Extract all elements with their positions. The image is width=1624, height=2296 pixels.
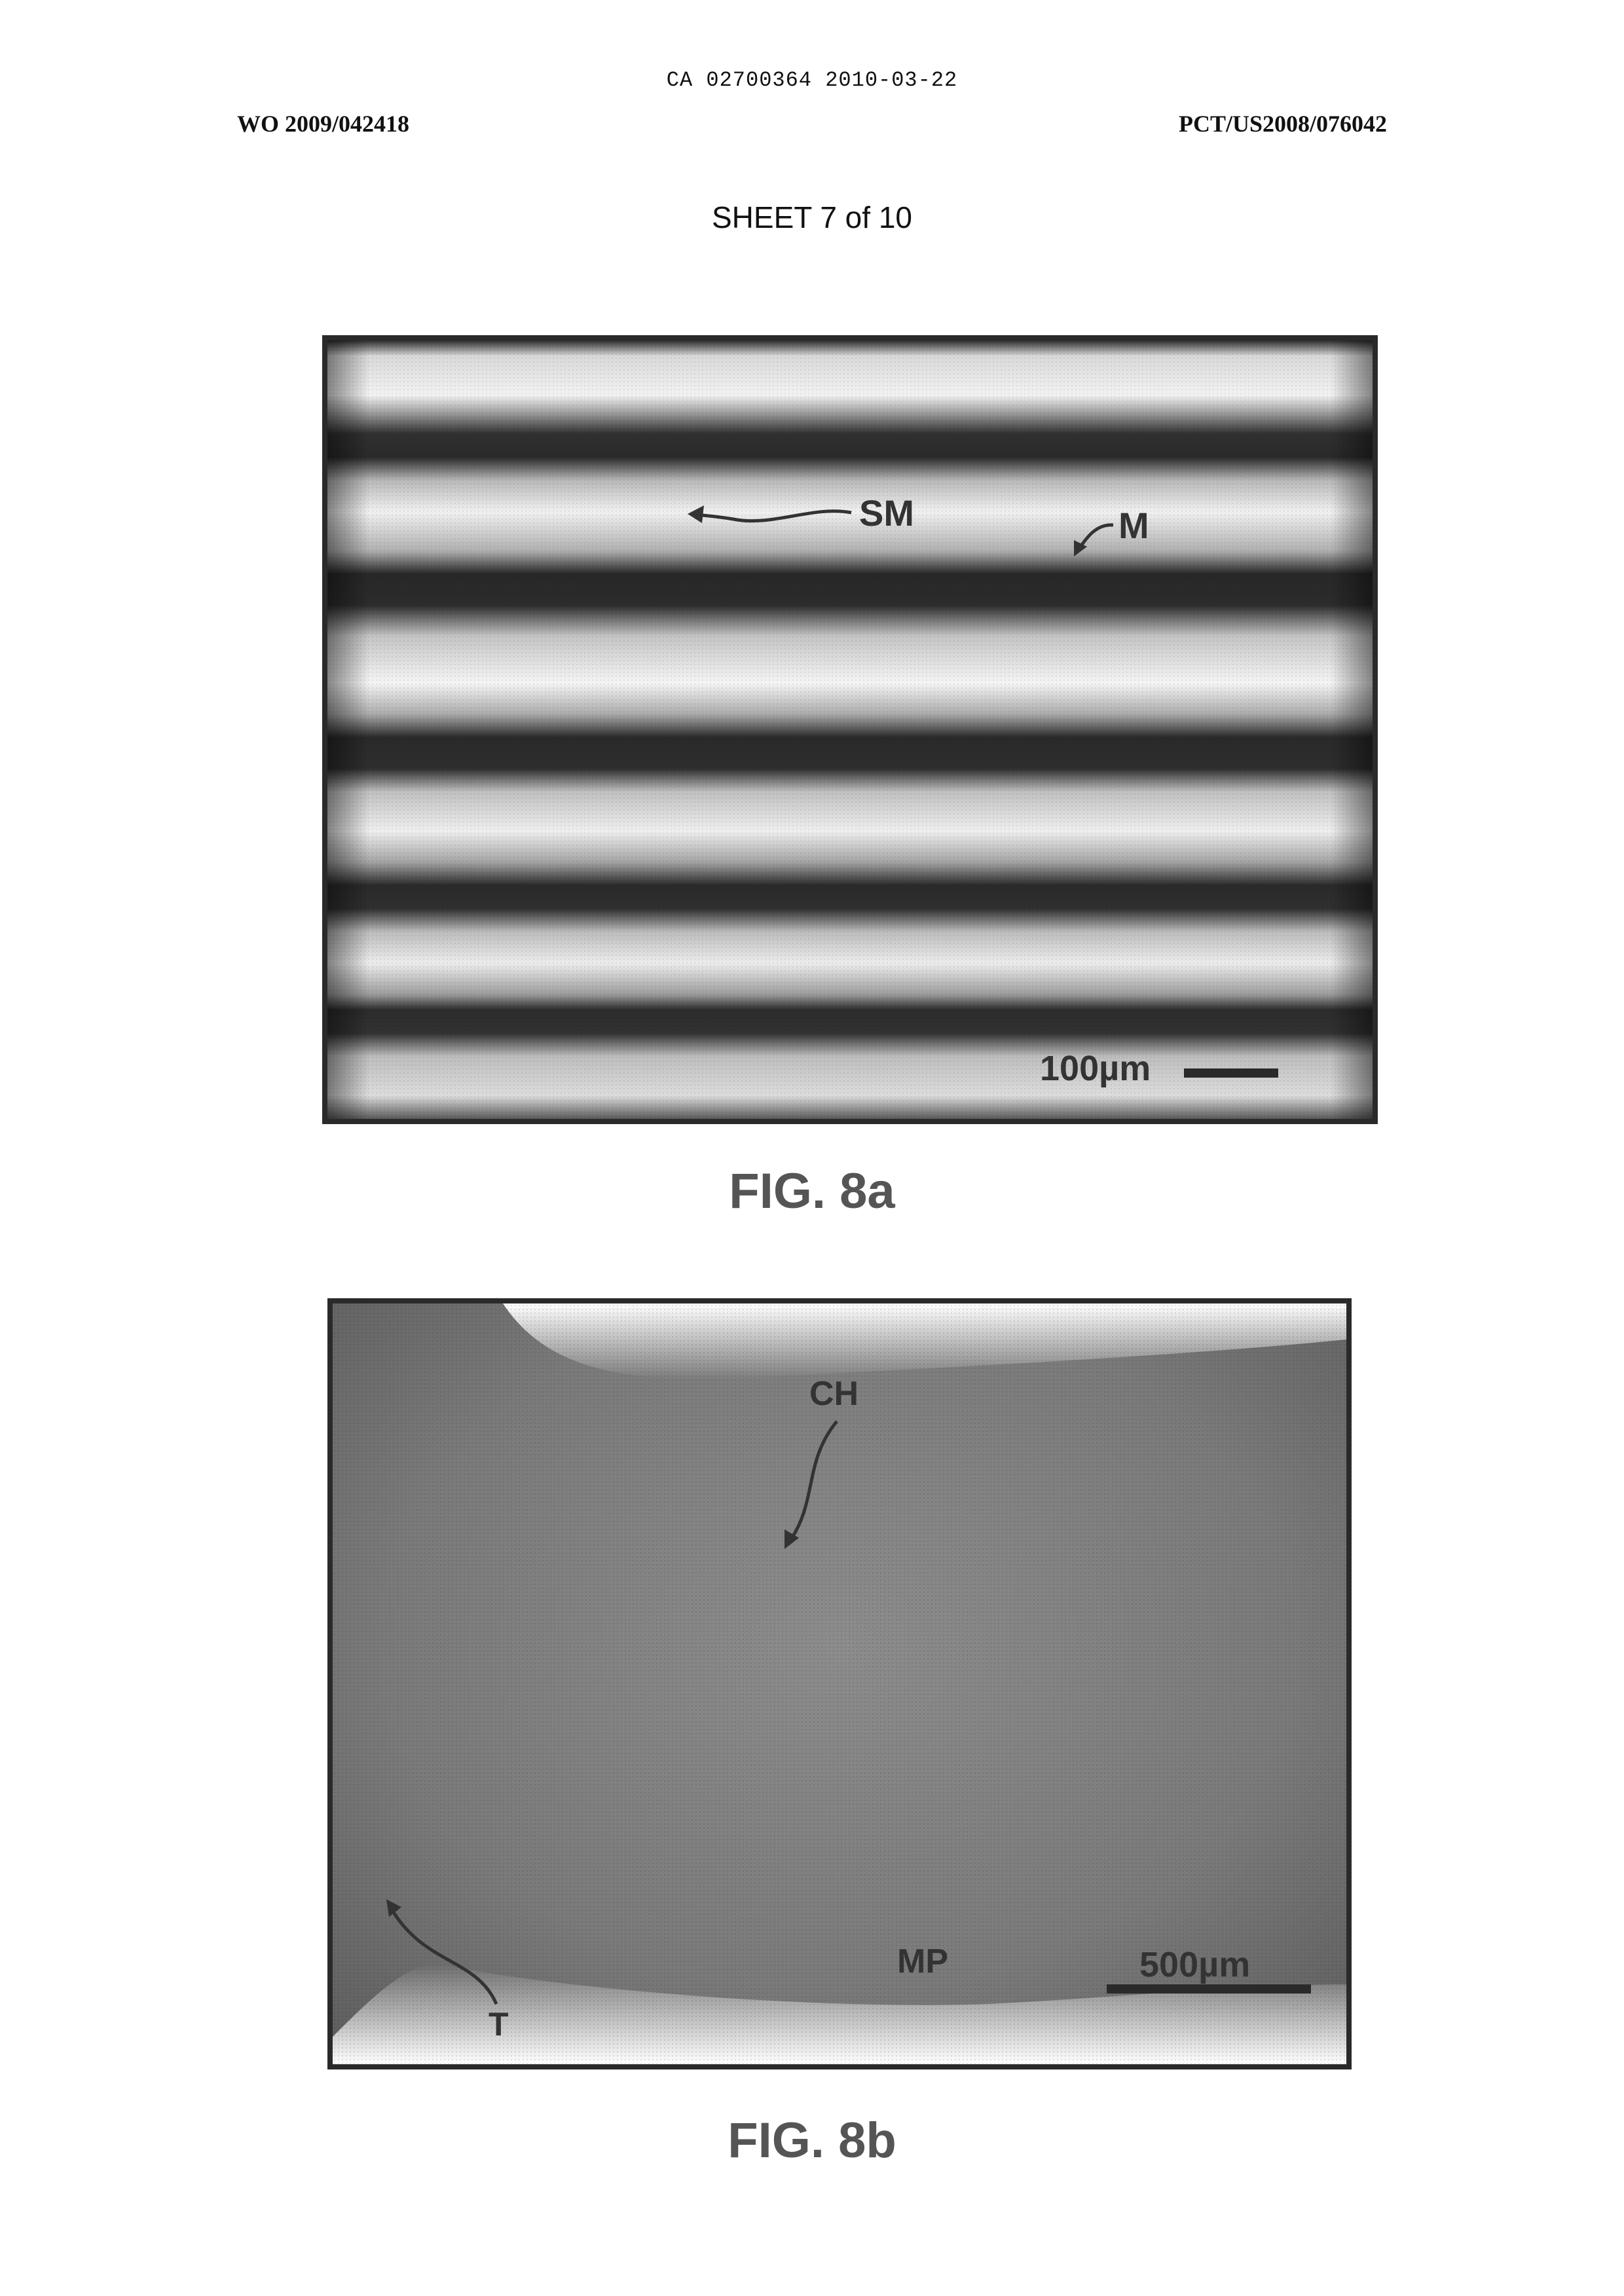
scale-bar-label-100um: 100µm	[1040, 1049, 1151, 1088]
label-t: T	[489, 2006, 509, 2043]
label-ch: CH	[809, 1375, 858, 1413]
scale-bar-100um	[1184, 1068, 1278, 1078]
figure-8b-caption: FIG. 8b	[0, 2112, 1624, 2169]
micrograph-8b-image: CH T MP 500µm	[333, 1303, 1346, 2064]
figure-8a-caption: FIG. 8a	[0, 1163, 1624, 1220]
label-mp: MP	[897, 1942, 948, 1980]
application-number: PCT/US2008/076042	[1179, 110, 1387, 137]
micrograph-8a-image: SM M 100µm	[327, 340, 1373, 1119]
figure-8b-micrograph: CH T MP 500µm	[327, 1298, 1352, 2069]
publication-number: WO 2009/042418	[237, 110, 409, 137]
document-id-line: CA 02700364 2010-03-22	[0, 68, 1624, 92]
label-sm: SM	[859, 492, 914, 534]
scale-bar-500um	[1107, 1984, 1311, 1994]
figure-8a-micrograph: SM M 100µm	[322, 335, 1378, 1124]
sheet-number: SHEET 7 of 10	[0, 200, 1624, 235]
label-m: M	[1118, 505, 1149, 546]
scale-bar-label-500um: 500µm	[1139, 1945, 1250, 1984]
